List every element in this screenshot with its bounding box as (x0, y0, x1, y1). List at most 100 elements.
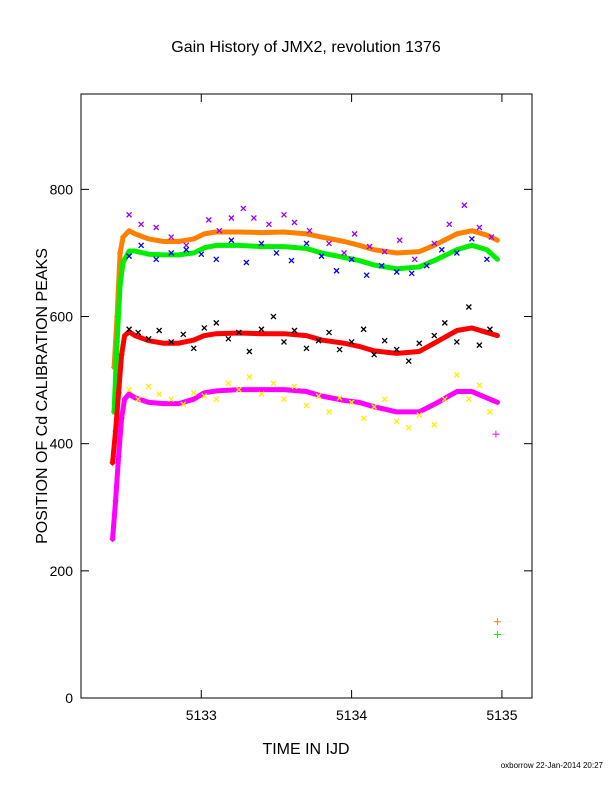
data-point (423, 262, 430, 269)
series-3 (109, 387, 500, 543)
series-5 (126, 236, 490, 279)
data-point (213, 319, 220, 326)
data-point (265, 221, 272, 228)
data-point (291, 383, 298, 390)
y-tick-label: 400 (50, 436, 74, 452)
data-point (183, 242, 190, 249)
data-point (476, 342, 483, 349)
data-point (476, 382, 483, 389)
data-point (333, 267, 340, 274)
data-point (258, 391, 265, 398)
series-line (110, 325, 500, 466)
data-point (190, 345, 197, 352)
data-point (348, 338, 355, 345)
data-point (270, 380, 277, 387)
data-point (273, 249, 280, 256)
data-point (190, 389, 197, 396)
series-4 (126, 202, 495, 263)
data-point (405, 358, 412, 364)
data-point (126, 211, 133, 218)
data-point (225, 335, 232, 342)
x-axis: 5133 5134 5135 (186, 94, 518, 723)
x-tick-label: 5135 (486, 707, 517, 723)
data-point (483, 256, 490, 263)
data-point (393, 269, 400, 275)
series-line (111, 242, 500, 415)
data-point (336, 394, 343, 401)
data-point (153, 256, 160, 263)
data-point (326, 240, 333, 247)
data-point (168, 338, 175, 345)
data-point (363, 272, 370, 279)
data-point (303, 240, 310, 247)
data-point (183, 246, 190, 253)
series-9 (493, 630, 501, 638)
data-point (431, 421, 438, 428)
data-point (315, 393, 322, 399)
data-point (393, 346, 400, 353)
data-point (138, 221, 145, 228)
data-point (360, 415, 367, 422)
data-point (326, 329, 333, 336)
data-point (216, 227, 223, 234)
y-axis: 0 200 400 600 800 (50, 181, 532, 706)
series-7 (126, 372, 493, 431)
data-point (138, 242, 145, 249)
data-point (198, 251, 205, 258)
data-point (468, 236, 475, 242)
x-axis-label: TIME IN IJD (262, 741, 349, 758)
data-point (168, 234, 175, 241)
y-tick-label: 600 (50, 309, 74, 325)
data-point (280, 211, 287, 218)
data-point (306, 227, 313, 234)
data-point (235, 329, 242, 336)
data-point (431, 332, 438, 339)
data-point (348, 399, 355, 406)
data-point (280, 396, 287, 403)
series-line (110, 387, 500, 542)
data-point (180, 401, 187, 408)
data-point (168, 249, 175, 256)
data-point (156, 327, 163, 334)
data-point (348, 256, 355, 263)
credit-text: oxborrow 22-Jan-2014 20:27 (501, 761, 604, 770)
data-point (476, 224, 483, 231)
data-point (378, 262, 385, 269)
data-point (303, 345, 310, 352)
series-line (111, 228, 500, 370)
series-2 (109, 325, 500, 466)
data-point (318, 253, 325, 260)
data-point (205, 216, 212, 223)
data-point (438, 246, 445, 253)
data-point (243, 259, 250, 266)
data-point (250, 215, 257, 221)
data-point (461, 202, 468, 209)
series-1 (111, 242, 500, 415)
series-8 (493, 618, 501, 626)
data-point (135, 329, 142, 336)
data-point (381, 248, 388, 255)
data-point (416, 412, 423, 419)
data-point (453, 372, 460, 378)
data-point (303, 402, 310, 409)
chart-title: Gain History of JMX2, revolution 1376 (171, 39, 441, 56)
plot-frame (80, 93, 533, 699)
data-point (213, 396, 220, 403)
data-point (213, 256, 220, 263)
data-point (315, 337, 322, 344)
data-point (240, 205, 247, 212)
data-point (280, 338, 287, 345)
data-point (270, 313, 277, 320)
data-point (180, 331, 187, 338)
data-point (431, 240, 438, 247)
data-point (371, 351, 378, 358)
x-tick-label: 5133 (186, 707, 217, 723)
data-point (486, 326, 493, 333)
y-tick-label: 0 (65, 690, 73, 706)
x-tick-label: 5134 (336, 707, 367, 723)
data-point (156, 391, 163, 398)
data-point (465, 304, 472, 310)
data-point (441, 319, 448, 326)
data-point (441, 396, 448, 403)
